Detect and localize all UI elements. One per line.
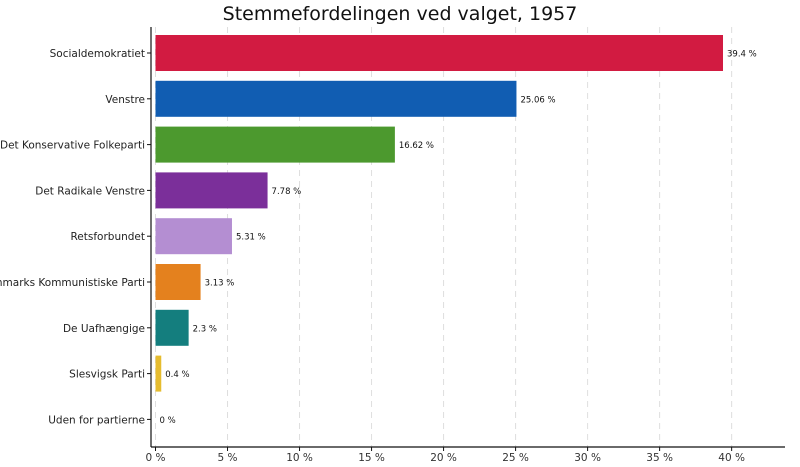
x-tick-label: 15 % [358,452,385,464]
bar [155,264,201,300]
bar [155,355,162,392]
data-label: 7.78 % [272,187,302,197]
category-labels: Socialdemokratiet Venstre Det Konservative… [0,48,151,426]
data-label: 2.3 % [193,324,217,334]
category-label: Det Radikale Venstre [35,185,145,197]
data-label: 39.4 % [727,50,757,60]
category-label: Uden for partierne [48,414,145,426]
bar [155,35,723,71]
data-label: 5.31 % [236,233,266,243]
category-label: De Uafhængige [63,323,145,335]
bar [155,126,395,163]
category-label: Socialdemokratiet [50,48,145,60]
chart-title: Stemmefordelingen ved valget, 1957 [223,3,578,25]
data-label: 3.13 % [205,279,235,289]
data-label: 0.4 % [165,370,189,380]
bar [155,172,268,209]
data-label: 16.62 % [399,141,434,151]
bar [155,80,517,117]
x-tick-label: 35 % [646,452,673,464]
bar [155,218,232,255]
x-tick-label: 0 % [146,452,166,464]
data-label: 25.06 % [520,95,555,105]
category-label: Slesvigsk Parti [69,369,145,381]
category-label: Retsforbundet [70,231,145,243]
x-tick-label: 10 % [286,452,313,464]
category-label: Det Konservative Folkeparti [0,140,145,152]
category-label: Danmarks Kommunistiske Parti [0,277,145,289]
x-tick-label: 25 % [502,452,529,464]
x-axis-ticks: 0 % 5 % 10 % 15 % 20 % 25 % 30 % 35 % 40 % [146,447,745,464]
bars [155,35,723,392]
bar [155,309,189,346]
x-tick-label: 20 % [430,452,457,464]
x-tick-label: 5 % [218,452,238,464]
category-label: Venstre [105,94,145,106]
data-label: 0 % [160,416,176,426]
data-labels: 39.4 % 25.06 % 16.62 % 7.78 % 5.31 % 3.13 % 2.… [160,50,757,426]
x-tick-label: 30 % [574,452,601,464]
x-tick-label: 40 % [718,452,745,464]
